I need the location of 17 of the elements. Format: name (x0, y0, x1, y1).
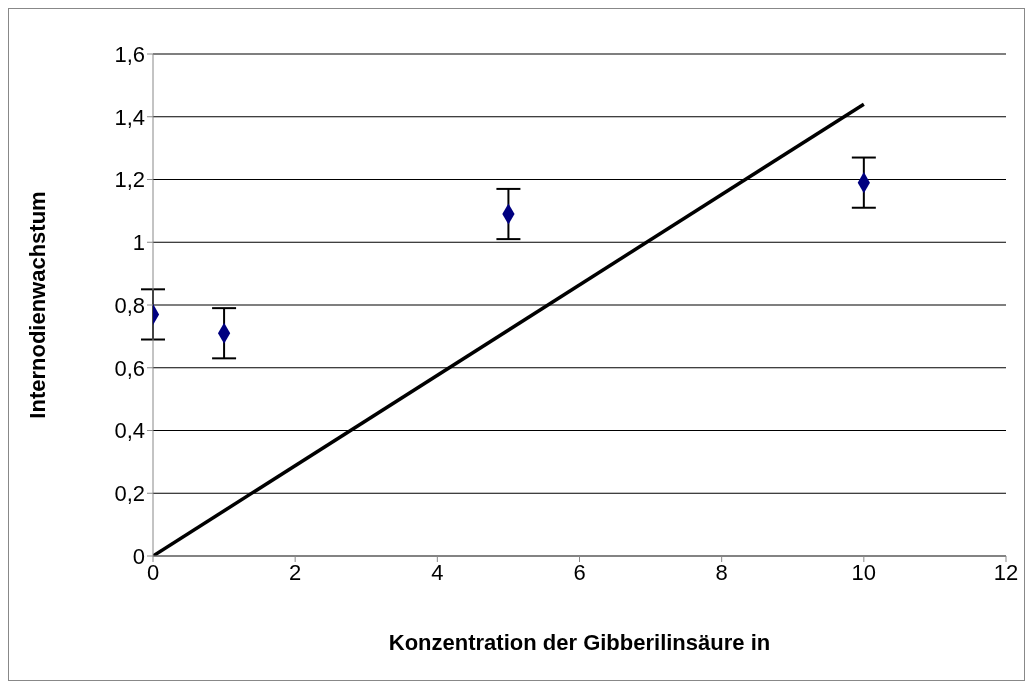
y-tick-label: 0,4 (114, 418, 145, 444)
y-tick-label: 0 (132, 543, 145, 569)
y-axis-title: Internodienwachstum (24, 191, 50, 419)
x-tick-label: 2 (289, 559, 302, 585)
y-tick-label: 1,4 (114, 104, 145, 130)
x-tick-label: 12 (993, 559, 1019, 585)
y-tick-label: 0,2 (114, 481, 145, 507)
x-tick-label: 6 (573, 559, 586, 585)
y-tick-label: 0,6 (114, 355, 145, 381)
y-tick-label: 1 (132, 230, 145, 256)
y-tick-label: 0,8 (114, 292, 145, 318)
x-tick-label: 8 (715, 559, 728, 585)
y-tick-label: 1,2 (114, 167, 145, 193)
x-axis-title: Konzentration der Gibberilinsäure in (388, 630, 771, 655)
x-tick-label: 10 (851, 559, 877, 585)
y-tick-label: 1,6 (114, 41, 145, 67)
x-tick-label: 4 (431, 559, 444, 585)
